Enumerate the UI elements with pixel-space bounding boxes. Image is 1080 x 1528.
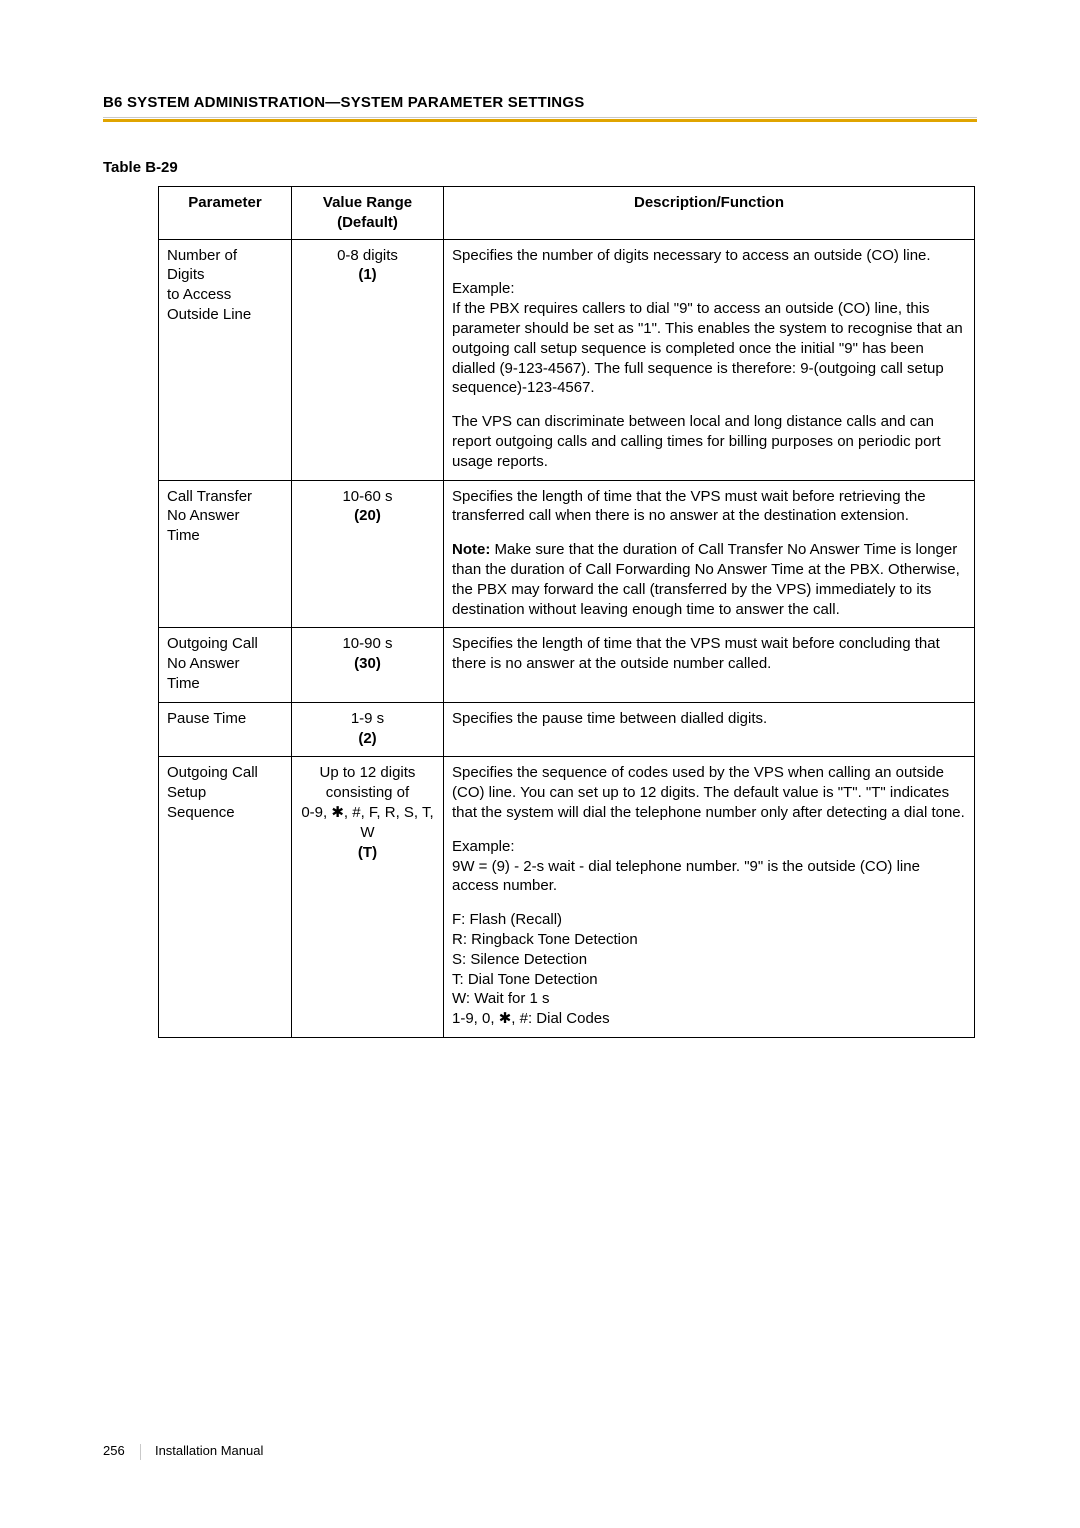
desc-note: Note: Make sure that the duration of Cal… — [452, 540, 966, 619]
rule-grey — [103, 117, 977, 118]
param-line: Call Transfer — [167, 488, 252, 505]
footer-separator — [140, 1444, 141, 1460]
page-footer: 256 Installation Manual — [103, 1443, 263, 1460]
col-header-parameter: Parameter — [159, 187, 292, 240]
col-header-range: Value Range (Default) — [292, 187, 444, 240]
cell-description: Specifies the sequence of codes used by … — [444, 757, 975, 1038]
param-line: to Access — [167, 286, 231, 303]
param-line: Number of — [167, 247, 237, 264]
desc-paragraph: Specifies the number of digits necessary… — [452, 246, 966, 266]
cell-parameter: Outgoing Call No Answer Time — [159, 628, 292, 702]
desc-paragraph: F: Flash (Recall) R: Ringback Tone Detec… — [452, 910, 966, 1029]
table-row: Outgoing Call No Answer Time 10-90 s (30… — [159, 628, 975, 702]
parameter-table: Parameter Value Range (Default) Descript… — [158, 186, 975, 1038]
cell-range: 10-60 s (20) — [292, 480, 444, 628]
table-row: Pause Time 1-9 s (2) Specifies the pause… — [159, 702, 975, 757]
param-line: Sequence — [167, 804, 235, 821]
range-line: 1-9 s — [351, 710, 384, 727]
note-label: Note: — [452, 541, 490, 558]
cell-range: 10-90 s (30) — [292, 628, 444, 702]
param-line: Outside Line — [167, 306, 251, 323]
desc-paragraph: Example: 9W = (9) - 2-s wait - dial tele… — [452, 837, 966, 896]
param-line: No Answer — [167, 507, 240, 524]
range-line: 10-60 s — [342, 488, 392, 505]
cell-description: Specifies the number of digits necessary… — [444, 239, 975, 480]
range-default: (1) — [358, 266, 376, 283]
col-header-description: Description/Function — [444, 187, 975, 240]
desc-paragraph: The VPS can discriminate between local a… — [452, 412, 966, 471]
desc-paragraph: Specifies the sequence of codes used by … — [452, 763, 966, 822]
param-line: No Answer — [167, 655, 240, 672]
desc-paragraph: Specifies the length of time that the VP… — [452, 634, 966, 674]
range-default: (T) — [358, 844, 377, 861]
section-header: B6 SYSTEM ADMINISTRATION—SYSTEM PARAMETE… — [103, 94, 977, 111]
range-line: W — [360, 824, 374, 841]
cell-description: Specifies the pause time between dialled… — [444, 702, 975, 757]
param-line: Time — [167, 675, 200, 692]
cell-description: Specifies the length of time that the VP… — [444, 480, 975, 628]
range-header-line2: (Default) — [337, 214, 398, 231]
cell-parameter: Number of Digits to Access Outside Line — [159, 239, 292, 480]
range-line: consisting of — [326, 784, 409, 801]
page-number: 256 — [103, 1443, 125, 1458]
param-line: Digits — [167, 266, 205, 283]
desc-paragraph: Specifies the pause time between dialled… — [452, 709, 966, 729]
cell-parameter: Pause Time — [159, 702, 292, 757]
table-row: Outgoing Call Setup Sequence Up to 12 di… — [159, 757, 975, 1038]
cell-range: 0-8 digits (1) — [292, 239, 444, 480]
range-line: 0-9, ✱, #, F, R, S, T, — [301, 804, 433, 821]
desc-paragraph: Specifies the length of time that the VP… — [452, 487, 966, 527]
header-rule — [103, 117, 977, 123]
range-line: Up to 12 digits — [320, 764, 416, 781]
param-line: Setup — [167, 784, 206, 801]
table-row: Call Transfer No Answer Time 10-60 s (20… — [159, 480, 975, 628]
cell-parameter: Outgoing Call Setup Sequence — [159, 757, 292, 1038]
param-line: Outgoing Call — [167, 764, 258, 781]
cell-range: 1-9 s (2) — [292, 702, 444, 757]
table-body: Number of Digits to Access Outside Line … — [159, 239, 975, 1037]
table-row: Number of Digits to Access Outside Line … — [159, 239, 975, 480]
rule-gold — [103, 119, 977, 122]
cell-parameter: Call Transfer No Answer Time — [159, 480, 292, 628]
note-text: Make sure that the duration of Call Tran… — [452, 541, 960, 617]
page: B6 SYSTEM ADMINISTRATION—SYSTEM PARAMETE… — [0, 0, 1080, 1528]
range-default: (2) — [358, 730, 376, 747]
table-header-row: Parameter Value Range (Default) Descript… — [159, 187, 975, 240]
cell-description: Specifies the length of time that the VP… — [444, 628, 975, 702]
param-line: Time — [167, 527, 200, 544]
table-caption: Table B-29 — [103, 159, 977, 176]
desc-paragraph: Example: If the PBX requires callers to … — [452, 279, 966, 398]
param-line: Outgoing Call — [167, 635, 258, 652]
range-line: 10-90 s — [342, 635, 392, 652]
range-default: (30) — [354, 655, 381, 672]
range-line: 0-8 digits — [337, 247, 398, 264]
cell-range: Up to 12 digits consisting of 0-9, ✱, #,… — [292, 757, 444, 1038]
range-header-line1: Value Range — [323, 194, 412, 211]
range-default: (20) — [354, 507, 381, 524]
param-line: Pause Time — [167, 710, 246, 727]
doc-title: Installation Manual — [155, 1443, 263, 1458]
